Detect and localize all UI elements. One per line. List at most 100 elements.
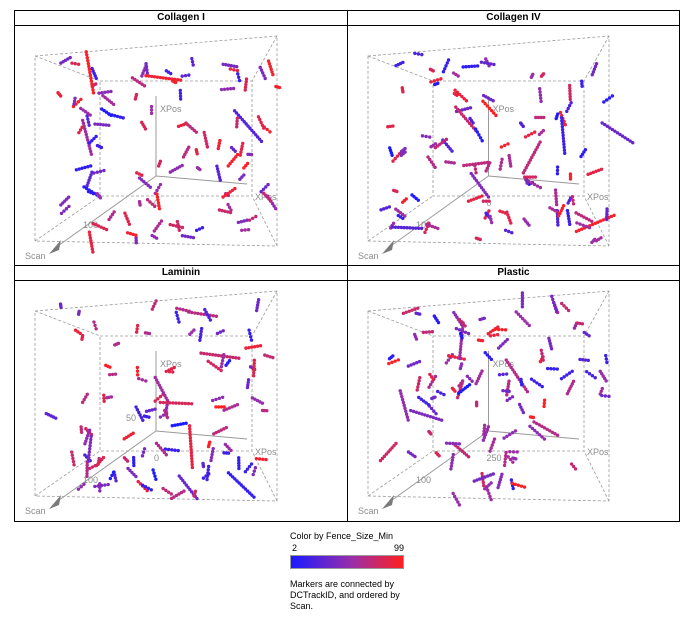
- tick-label-front: 100: [83, 220, 98, 230]
- track-marker: [507, 156, 512, 160]
- track: [168, 163, 184, 174]
- track: [567, 83, 572, 102]
- track-marker: [413, 51, 417, 56]
- track-marker: [143, 485, 148, 489]
- track-marker: [521, 410, 526, 415]
- track-marker: [578, 222, 582, 226]
- track-marker: [503, 328, 508, 332]
- track-marker: [411, 226, 415, 230]
- track: [457, 321, 465, 361]
- track-marker: [161, 391, 166, 395]
- track-marker: [416, 52, 421, 56]
- track-marker: [413, 454, 417, 459]
- track-marker: [164, 406, 169, 410]
- track-marker: [89, 241, 94, 246]
- track-marker: [140, 74, 144, 78]
- track-marker: [551, 300, 556, 305]
- track-marker: [171, 370, 175, 374]
- track-marker: [258, 344, 263, 348]
- track-marker: [244, 80, 248, 84]
- track-marker: [416, 385, 420, 389]
- track-marker: [235, 65, 239, 69]
- track-marker: [562, 148, 567, 152]
- track-marker: [239, 483, 243, 487]
- track-marker: [91, 91, 96, 95]
- track: [44, 411, 58, 420]
- track-marker: [176, 124, 181, 129]
- track-marker: [466, 331, 471, 336]
- track: [206, 359, 223, 373]
- track-marker: [81, 108, 85, 112]
- track: [98, 482, 102, 493]
- track-marker: [400, 397, 405, 402]
- track: [457, 379, 465, 388]
- track-marker: [180, 74, 184, 78]
- track: [579, 148, 588, 159]
- track-marker: [487, 199, 491, 203]
- track-marker: [517, 402, 522, 407]
- track-marker: [403, 146, 407, 151]
- track-marker: [163, 447, 168, 451]
- track-marker: [87, 123, 91, 127]
- track-marker: [253, 397, 257, 401]
- track-marker: [259, 139, 264, 144]
- track-marker: [555, 433, 560, 437]
- track: [529, 72, 535, 79]
- track-marker: [444, 64, 448, 68]
- track-marker: [153, 204, 157, 209]
- track-marker: [189, 453, 194, 458]
- track: [224, 359, 232, 367]
- track: [505, 210, 513, 225]
- track: [244, 344, 263, 350]
- track-marker: [231, 86, 236, 91]
- track: [542, 398, 547, 409]
- track-marker: [434, 411, 438, 416]
- track-marker: [510, 231, 514, 235]
- track-marker: [532, 420, 536, 424]
- track-marker: [224, 363, 228, 367]
- track-marker: [533, 175, 538, 179]
- legend-note: Markers are connected by DCTrackID, and …: [290, 579, 400, 611]
- track-marker: [91, 88, 95, 92]
- track-marker: [487, 106, 492, 111]
- track-marker: [484, 430, 489, 434]
- track-marker: [472, 197, 476, 201]
- track-marker: [538, 90, 542, 94]
- track-marker: [590, 240, 594, 245]
- track-marker: [610, 127, 615, 132]
- track: [240, 227, 251, 232]
- track: [390, 225, 424, 231]
- track-marker: [506, 213, 510, 217]
- track: [537, 87, 543, 104]
- track: [203, 307, 213, 322]
- track-marker: [395, 154, 400, 158]
- track-marker: [575, 221, 579, 225]
- track: [413, 51, 424, 57]
- track-marker: [508, 159, 512, 163]
- track-marker: [88, 146, 92, 151]
- track-marker: [444, 160, 448, 164]
- track: [579, 79, 584, 88]
- track-marker: [178, 307, 182, 311]
- track-marker: [152, 229, 157, 233]
- track: [80, 118, 94, 156]
- track-marker: [256, 297, 261, 302]
- track-marker: [450, 461, 454, 465]
- track: [194, 226, 205, 233]
- track: [568, 172, 573, 181]
- track-marker: [574, 229, 579, 234]
- track: [175, 219, 182, 232]
- track: [219, 352, 226, 369]
- track: [254, 456, 268, 462]
- track-marker: [177, 320, 181, 324]
- track-marker: [84, 439, 88, 443]
- track-marker: [87, 453, 91, 457]
- track-marker: [93, 122, 97, 126]
- track-marker: [86, 433, 90, 438]
- track-marker: [378, 458, 383, 463]
- track-marker: [421, 399, 426, 403]
- track-marker: [199, 312, 203, 316]
- track-marker: [496, 346, 501, 350]
- track: [140, 120, 148, 131]
- track-marker: [188, 427, 192, 431]
